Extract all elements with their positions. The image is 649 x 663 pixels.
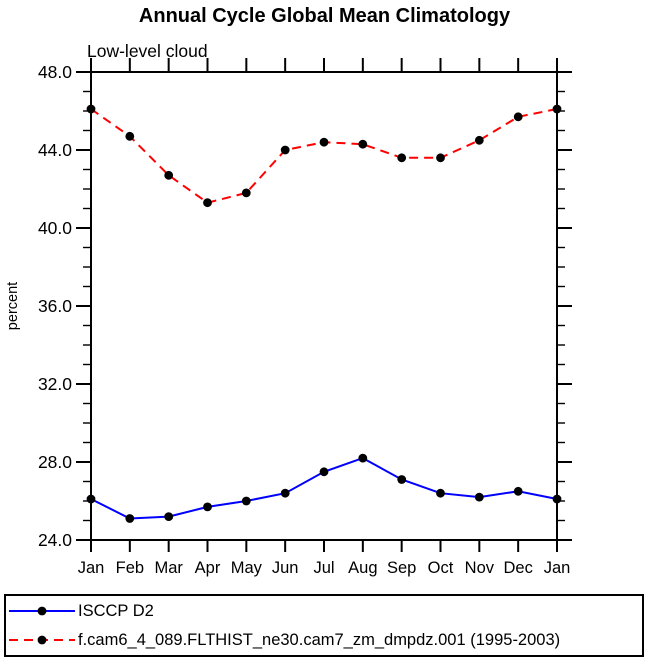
legend-item-iscc: ISCCP D2 [6,597,642,625]
series-marker-0 [125,514,135,523]
series-marker-1 [513,112,523,122]
legend-line-sample-model-icon [9,635,75,645]
series-marker-0 [241,496,251,506]
y-axis-tick-label: 28.0 [38,452,72,472]
x-axis-tick-label: Jan [544,559,571,577]
chart-title: Annual Cycle Global Mean Climatology [138,5,511,27]
series-marker-0 [513,486,523,496]
series-marker-0 [86,494,96,504]
legend-box: ISCCP D2 f.cam6_4_089.FLTHIST_ne30.cam7_… [4,594,644,657]
x-axis-tick-label: Jul [313,559,334,577]
series-marker-1 [474,135,484,145]
series-marker-1 [86,104,96,114]
series-marker-0 [358,453,368,463]
x-axis-tick-label: Nov [465,559,495,577]
plot-area: 24.0 28.0 32.0 36.0 40.0 44.0 48.0 Jan Feb Mar Apr… [5,41,572,577]
series-marker-0 [280,488,290,498]
series-marker-1 [436,153,445,163]
series-marker-0 [474,492,484,502]
x-axis-tick-label: Apr [195,559,221,577]
series-marker-0 [552,494,562,504]
legend-label-model: f.cam6_4_089.FLTHIST_ne30.cam7_zm_dmpdz.… [78,630,561,649]
series-marker-0 [203,502,212,512]
series-marker-1 [164,170,174,180]
legend-sample-marker-1 [37,635,47,645]
series-marker-1 [552,104,562,114]
x-axis-tick-label: Dec [503,559,532,577]
plot-subtitle: Low-level cloud [87,41,208,61]
y-axis-tick-label: 40.0 [38,218,72,238]
series-marker-0 [319,467,329,477]
series-marker-1 [241,188,251,198]
legend-item-model: f.cam6_4_089.FLTHIST_ne30.cam7_zm_dmpdz.… [6,626,642,654]
series-line-0 [90,457,558,520]
series-marker-0 [397,475,407,484]
x-axis-tick-label: Aug [348,559,377,577]
series-marker-1 [397,153,407,163]
x-axis-tick-label: Oct [428,559,454,577]
series-marker-1 [203,198,212,208]
x-axis-tick-label: Sep [387,559,416,577]
series-marker-1 [319,137,329,147]
legend-line-sample-iscc-icon [9,606,75,616]
y-axis-title: percent [5,282,21,330]
y-axis-tick-label: 24.0 [38,530,72,550]
y-axis-tick-label: 36.0 [38,296,72,316]
x-axis-tick-label: Jun [272,559,299,577]
series-line-1 [90,108,558,204]
series-marker-0 [436,488,445,498]
y-axis-tick-label: 48.0 [38,62,72,82]
y-axis-tick-label: 32.0 [38,374,72,394]
legend-sample-marker-0 [37,606,47,616]
x-axis-tick-label: Mar [154,559,183,577]
series-marker-1 [280,145,290,155]
series-marker-0 [164,512,174,521]
series-marker-1 [125,131,135,141]
y-axis-tick-label: 44.0 [38,140,72,160]
series-marker-1 [358,139,368,149]
x-axis-tick-label: May [231,559,263,577]
x-axis-tick-label: Feb [116,559,144,577]
x-axis-tick-label: Jan [78,559,105,577]
legend-label-iscc: ISCCP D2 [78,601,154,620]
